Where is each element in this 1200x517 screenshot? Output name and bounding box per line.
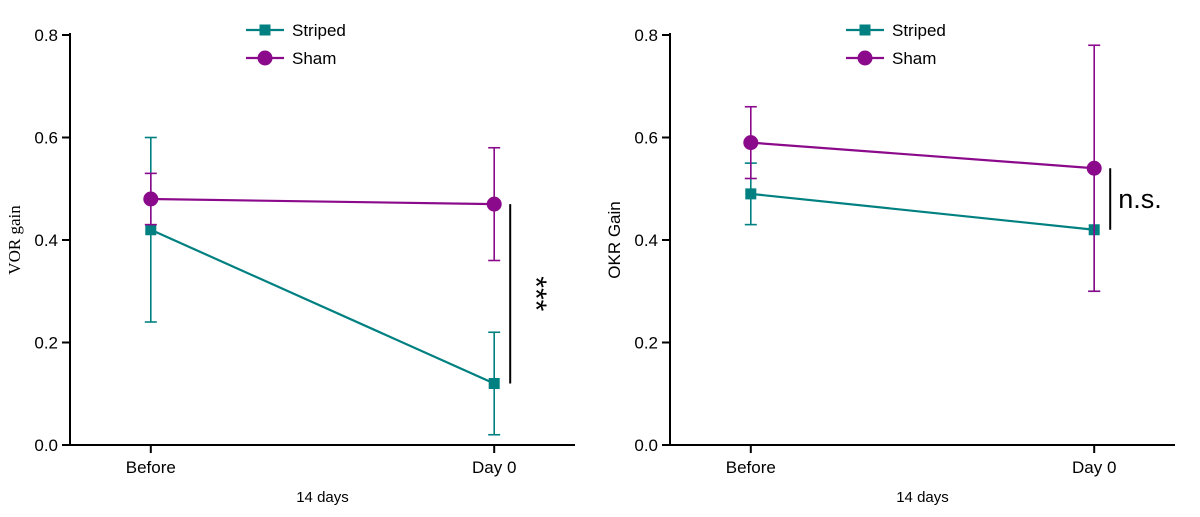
legend-label: Sham [892, 49, 936, 68]
y-tick-label: 0.2 [34, 334, 58, 353]
x-footnote: 14 days [896, 489, 949, 506]
legend-item-sham: Sham [246, 49, 336, 68]
series-sham [143, 146, 502, 262]
legend-item-sham: Sham [846, 49, 936, 68]
legend-marker [859, 24, 871, 36]
data-point-circle [486, 196, 502, 212]
y-tick-label: 0.0 [34, 436, 58, 455]
data-point-circle [1086, 160, 1102, 176]
significance-label: *** [519, 276, 552, 311]
vor-gain-chart: 0.0 0.2 0.4 0.6 0.8 Before Day 0 VOR gain Stripe… [5, 21, 575, 506]
x-category-label: Before [726, 458, 776, 477]
legend-label: Striped [292, 21, 346, 40]
series-sham [743, 44, 1102, 293]
y-tick-label: 0.8 [34, 26, 58, 45]
series-striped [744, 162, 1101, 293]
legend-marker [857, 50, 873, 66]
legend-item-striped: Striped [246, 21, 346, 40]
series-striped [144, 136, 501, 436]
y-axis-label: VOR gain [5, 205, 24, 275]
series-line [150, 228, 495, 385]
vor-gain-plot: 0.0 0.2 0.4 0.6 0.8 Before Day 0 VOR gain Stripe… [5, 21, 575, 506]
data-point-square [145, 224, 157, 236]
y-axis-label: OKR Gain [605, 201, 624, 278]
data-point-square [488, 378, 500, 389]
y-tick-label: 0.6 [34, 129, 58, 148]
okr-gain-plot: 0.0 0.2 0.4 0.6 0.8 Before Day 0 OKR Gain Stripe… [605, 21, 1175, 506]
x-category-label: Day 0 [472, 458, 516, 477]
x-category-label: Before [126, 458, 176, 477]
significance-label: n.s. [1118, 184, 1162, 214]
legend-label: Striped [892, 21, 946, 40]
series-line [750, 141, 1095, 170]
x-category-label: Day 0 [1072, 458, 1116, 477]
y-tick-label: 0.8 [634, 26, 658, 45]
data-point-square [745, 188, 757, 200]
data-point-circle [143, 191, 159, 207]
y-tick-label: 0.6 [634, 129, 658, 148]
y-tick-label: 0.4 [34, 231, 58, 250]
series-line [150, 197, 495, 206]
y-tick-label: 0.0 [634, 436, 658, 455]
legend-marker [257, 50, 273, 66]
x-footnote: 14 days [296, 489, 349, 506]
series-line [750, 192, 1095, 231]
legend-item-striped: Striped [846, 21, 946, 40]
legend-label: Sham [292, 49, 336, 68]
y-tick-label: 0.2 [634, 334, 658, 353]
okr-gain-chart: 0.0 0.2 0.4 0.6 0.8 Before Day 0 OKR Gain Stripe… [600, 0, 1200, 517]
legend-marker [259, 24, 271, 36]
y-tick-label: 0.4 [634, 231, 658, 250]
data-point-circle [743, 135, 759, 151]
